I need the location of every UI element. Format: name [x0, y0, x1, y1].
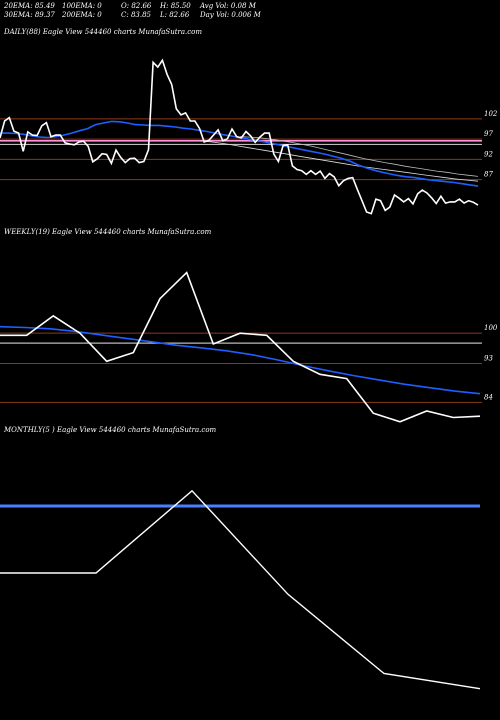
y-tick-label: 84 [484, 393, 493, 401]
close-readout: C: 83.85 [121, 11, 151, 19]
ema20-readout: 20EMA: 85.49 [4, 2, 55, 10]
ema200-readout: 200EMA: 0 [62, 11, 102, 19]
y-tick-label: 87 [484, 171, 493, 179]
daily-panel-title: DAILY(88) Eagle View 544460 charts Munaf… [4, 28, 203, 36]
price-line [0, 489, 481, 690]
y-tick-label: 97 [484, 130, 493, 138]
price-line [0, 58, 479, 215]
day-vol-readout: Day Vol: 0.006 M [200, 11, 261, 19]
ema100-readout: 100EMA: 0 [62, 2, 102, 10]
avg-vol-readout: Avg Vol: 0.08 M [200, 2, 256, 10]
y-tick-label: 92 [484, 150, 493, 158]
monthly-panel-title: MONTHLY(5 ) Eagle View 544460 charts Mun… [4, 426, 217, 434]
price-line [0, 271, 481, 423]
ema-line [0, 325, 481, 395]
weekly-panel-title: WEEKLY(19) Eagle View 544460 charts Muna… [4, 228, 212, 236]
y-tick-label: 93 [484, 354, 493, 362]
sma-gray-line [239, 136, 479, 177]
high-readout: H: 85.50 [160, 2, 191, 10]
ema-line [0, 120, 479, 187]
ema30-readout: 30EMA: 89.37 [4, 11, 55, 19]
open-readout: O: 82.66 [121, 2, 152, 10]
y-tick-label: 102 [484, 110, 498, 118]
sma-white-line [199, 140, 479, 182]
y-tick-label: 100 [484, 324, 498, 332]
low-readout: L: 82.66 [160, 11, 190, 19]
